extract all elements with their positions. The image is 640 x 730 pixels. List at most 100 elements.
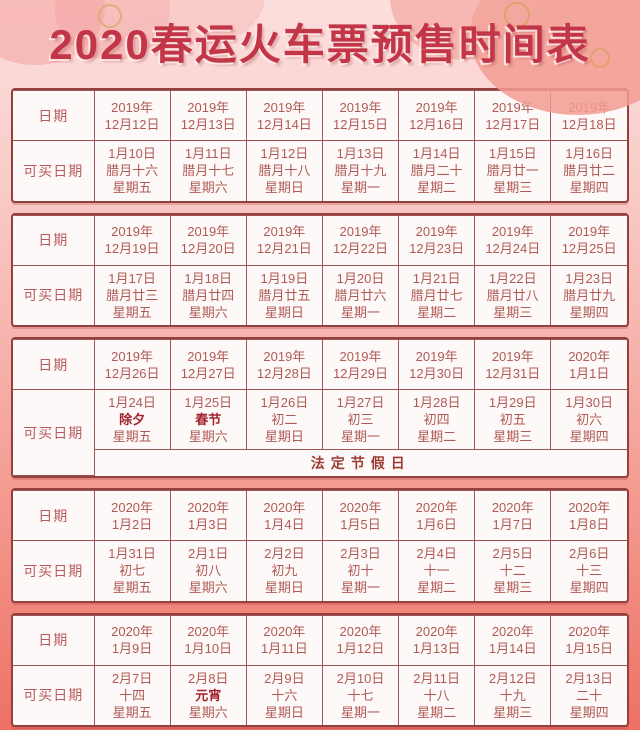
date-cell: 2019年 12月24日 [474,214,552,266]
weekday: 星期二 [417,704,457,720]
date-cell: 2020年 1月8日 [550,490,627,541]
date-year: 2019年 [187,99,230,115]
buy-date: 1月29日 [488,395,537,410]
weekday: 星期日 [264,704,304,720]
date-cell: 2020年 1月7日 [474,490,552,541]
weekday: 星期一 [340,304,380,320]
buy-date: 1月21日 [412,270,461,286]
date-row: 日期 2019年 12月12日 2019年 12月13日 2019年 12月14日 2019年… [13,90,627,141]
lunar-day: 初九 [271,563,298,579]
date-day: 1月15日 [565,641,614,656]
date-cell: 2019年 12月12日 [93,90,171,141]
buy-date: 1月18日 [184,270,233,286]
date-cell: 2019年 12月28日 [245,339,323,390]
weekday: 星期日 [264,429,304,444]
date-year: 2019年 [187,224,230,239]
row-label-buy: 可买日期 [13,664,95,725]
weekday: 星期六 [188,704,228,720]
date-day: 1月5日 [340,516,381,532]
buy-date: 1月16日 [565,146,614,162]
presale-table-1: 日期 2019年 12月12日 2019年 12月13日 2019年 12月14日 2019年… [11,88,629,203]
date-year: 2019年 [415,99,458,115]
buy-date: 2月6日 [568,546,610,562]
lunar-day: 腊月十九 [334,163,387,179]
date-day: 1月1日 [568,365,610,381]
date-day: 12月18日 [561,116,617,132]
date-year: 2020年 [111,499,154,515]
date-year: 2019年 [339,99,382,115]
buy-date-cell: 1月14日 腊月二十 星期二 [398,140,476,201]
buy-date-cell: 1月27日初三星期一 [321,389,400,450]
weekday: 星期六 [188,580,228,596]
weekday: 星期二 [417,304,457,320]
presale-table-grid: 日期 2019年 12月26日 2019年 12月27日 2019年 12月28日 2019年… [13,339,627,476]
lunar-day: 初三 [347,412,374,427]
date-cell: 2020年 1月1日 [550,339,627,390]
date-day: 12月29日 [333,365,388,381]
row-label-buy: 可买日期 [13,140,95,201]
presale-table-2: 日期 2019年 12月19日 2019年 12月20日 2019年 12月21日 2019年… [11,212,629,327]
date-day: 12月25日 [561,241,617,256]
weekday: 星期三 [493,304,533,320]
buy-date: 1月17日 [108,270,156,286]
date-cell: 2020年 1月2日 [93,490,171,541]
date-cell: 2019年 12月23日 [398,214,476,266]
date-day: 12月16日 [409,116,465,132]
weekday: 星期一 [340,704,380,720]
weekday: 星期三 [493,180,533,196]
date-year: 2019年 [111,348,154,364]
date-day: 12月21日 [256,241,312,256]
presale-table-4: 日期 2020年 1月2日 2020年 1月3日 2020年 1月4日 2020年 1月5日 20… [11,488,629,603]
date-cell: 2020年 1月9日 [93,614,171,666]
buy-date: 2月7日 [111,670,153,686]
row-label-date: 日期 [13,339,95,390]
buy-date-row: 可买日期 1月31日 初七 星期五 2月1日 初八 星期六 2月2日 初九 星期日 2月3日 初十 星期… [13,540,627,601]
buy-date-cell: 2月5日 十二 星期三 [474,540,552,601]
buy-date-cell: 2月10日 十七 星期一 [321,664,400,725]
buy-date: 1月28日 [412,395,461,410]
buy-date-cell: 2月3日 初十 星期一 [321,540,400,601]
weekday: 星期四 [569,180,609,196]
buy-date: 2月13日 [565,670,614,686]
date-year: 2019年 [568,224,611,239]
date-day: 12月14日 [256,116,312,132]
page-title: 2020春运火车票预售时间表 [49,21,591,68]
lunar-day: 初十 [347,563,374,579]
lunar-day: 腊月十八 [258,163,311,179]
buy-date: 2月9日 [264,670,305,686]
buy-date: 1月23日 [565,270,614,286]
date-year: 2019年 [339,224,382,239]
date-row: 日期 2019年 12月19日 2019年 12月20日 2019年 12月21日 2019年… [13,214,627,266]
date-day: 1月10日 [184,641,233,656]
buy-date: 1月27日 [336,395,385,410]
lunar-day: 十二 [499,563,526,579]
weekday: 星期四 [569,704,609,720]
date-day: 1月11日 [260,641,308,656]
date-year: 2020年 [415,499,458,515]
weekday: 星期三 [493,704,533,720]
weekday: 星期一 [340,429,380,444]
date-year: 2019年 [415,224,458,239]
holiday-note-cell: 法定节假日 [94,449,627,476]
festival-name: 元宵 [195,687,222,703]
lunar-day: 十三 [576,563,603,579]
date-year: 2020年 [568,624,611,639]
festival-name: 除夕 [119,412,146,427]
date-cell: 2020年 1月15日 [550,614,627,666]
weekday: 星期六 [188,304,228,320]
weekday: 星期一 [340,180,380,196]
buy-date: 1月19日 [260,270,309,286]
buy-date: 2月1日 [187,546,229,562]
date-year: 2020年 [568,499,611,515]
presale-table-grid: 日期 2019年 12月12日 2019年 12月13日 2019年 12月14日 2019年… [13,90,627,201]
date-day: 1月3日 [187,516,229,532]
date-day: 1月4日 [264,516,305,532]
date-year: 2019年 [263,224,306,239]
date-year: 2020年 [263,499,306,515]
buy-date: 1月26日 [260,395,309,410]
date-day: 12月15日 [333,116,388,132]
buy-date-cell: 1月16日 腊月廿二 星期四 [550,140,627,201]
buy-date-cell: 1月24日 除夕 星期五 [93,389,171,450]
lunar-day: 十四 [119,687,146,703]
festival-name: 春节 [195,412,222,427]
